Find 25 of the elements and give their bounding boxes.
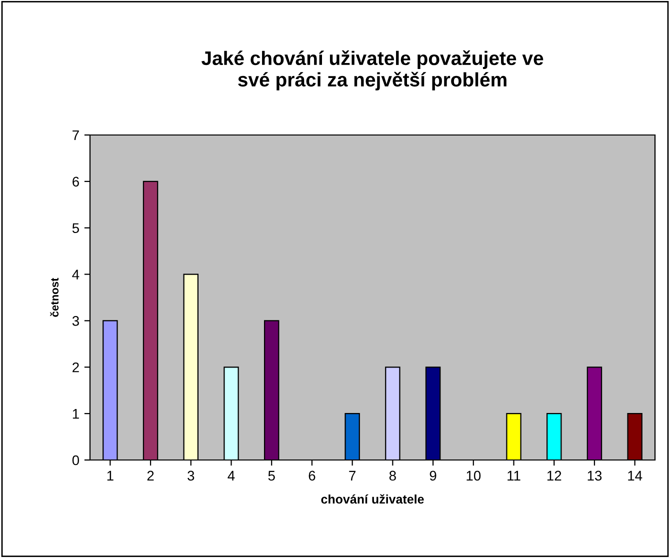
y-axis-title: četnost [50, 278, 59, 317]
y-tick-label: 7 [72, 130, 79, 140]
x-tick-label: 6 [308, 470, 316, 481]
x-tick-label: 12 [547, 470, 562, 480]
x-tick-label: 2 [147, 470, 154, 480]
x-tick-label: 10 [466, 470, 481, 481]
x-tick-label: 13 [588, 470, 602, 481]
y-tick-label: 5 [72, 223, 79, 234]
x-tick-label: 8 [389, 470, 396, 481]
x-tick-label: 11 [508, 470, 520, 480]
x-tick-label: 14 [628, 470, 642, 480]
x-tick-label: 7 [349, 470, 356, 480]
x-tick-label: 3 [188, 470, 194, 481]
y-tick-label: 3 [72, 316, 79, 326]
y-tick-label: 2 [72, 362, 79, 372]
x-tick-label: 1 [107, 470, 114, 480]
x-tick-label: 4 [228, 470, 235, 480]
chart-title: Jaké chování uživatele považujete ve své práci za největší problém [202, 50, 544, 90]
x-tick-label: 9 [430, 470, 436, 481]
y-tick-label: 4 [72, 270, 80, 280]
y-tick-label: 0 [72, 455, 80, 466]
x-axis-title: chování uživatele [321, 494, 424, 504]
y-tick-label: 6 [72, 176, 79, 187]
y-tick-label: 1 [72, 409, 79, 419]
x-tick-label: 5 [268, 470, 275, 481]
